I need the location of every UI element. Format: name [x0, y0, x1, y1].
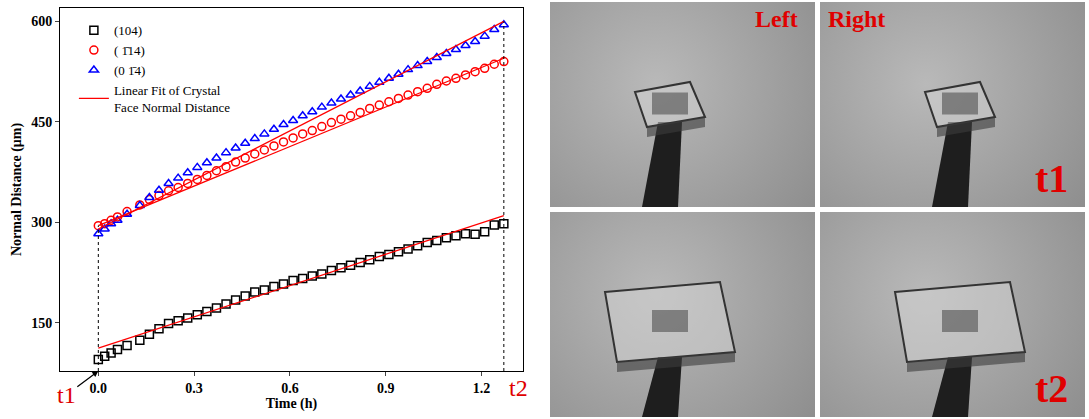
svg-text:(104): (104)	[114, 23, 142, 38]
svg-text:(0 1̄4): (0 1̄4)	[114, 63, 145, 78]
svg-text:600: 600	[31, 14, 52, 29]
svg-text:( 1̄14): ( 1̄14)	[114, 43, 145, 58]
svg-text:Normal Distance (μm): Normal Distance (μm)	[9, 123, 25, 256]
html-text:t2: t2	[1035, 366, 1069, 411]
svg-text:300: 300	[31, 215, 52, 230]
svg-text:150: 150	[31, 316, 52, 331]
html-text:Left: Left	[755, 6, 798, 32]
svg-text:Time (h): Time (h)	[266, 396, 318, 412]
html-text:t1: t1	[1035, 156, 1069, 201]
svg-text:0.9: 0.9	[377, 381, 395, 396]
svg-text:Linear Fit of CrystalFace Norm: Linear Fit of CrystalFace Normal Distanc…	[114, 83, 230, 115]
svg-text:0.6: 0.6	[281, 381, 299, 396]
svg-text:0.3: 0.3	[185, 381, 203, 396]
svg-text:t1: t1	[57, 382, 76, 408]
svg-text:450: 450	[31, 115, 52, 130]
html-text:Right: Right	[828, 6, 886, 32]
svg-text:0.0: 0.0	[90, 381, 108, 396]
svg-text:1.2: 1.2	[473, 381, 491, 396]
svg-text:t2: t2	[509, 375, 528, 401]
